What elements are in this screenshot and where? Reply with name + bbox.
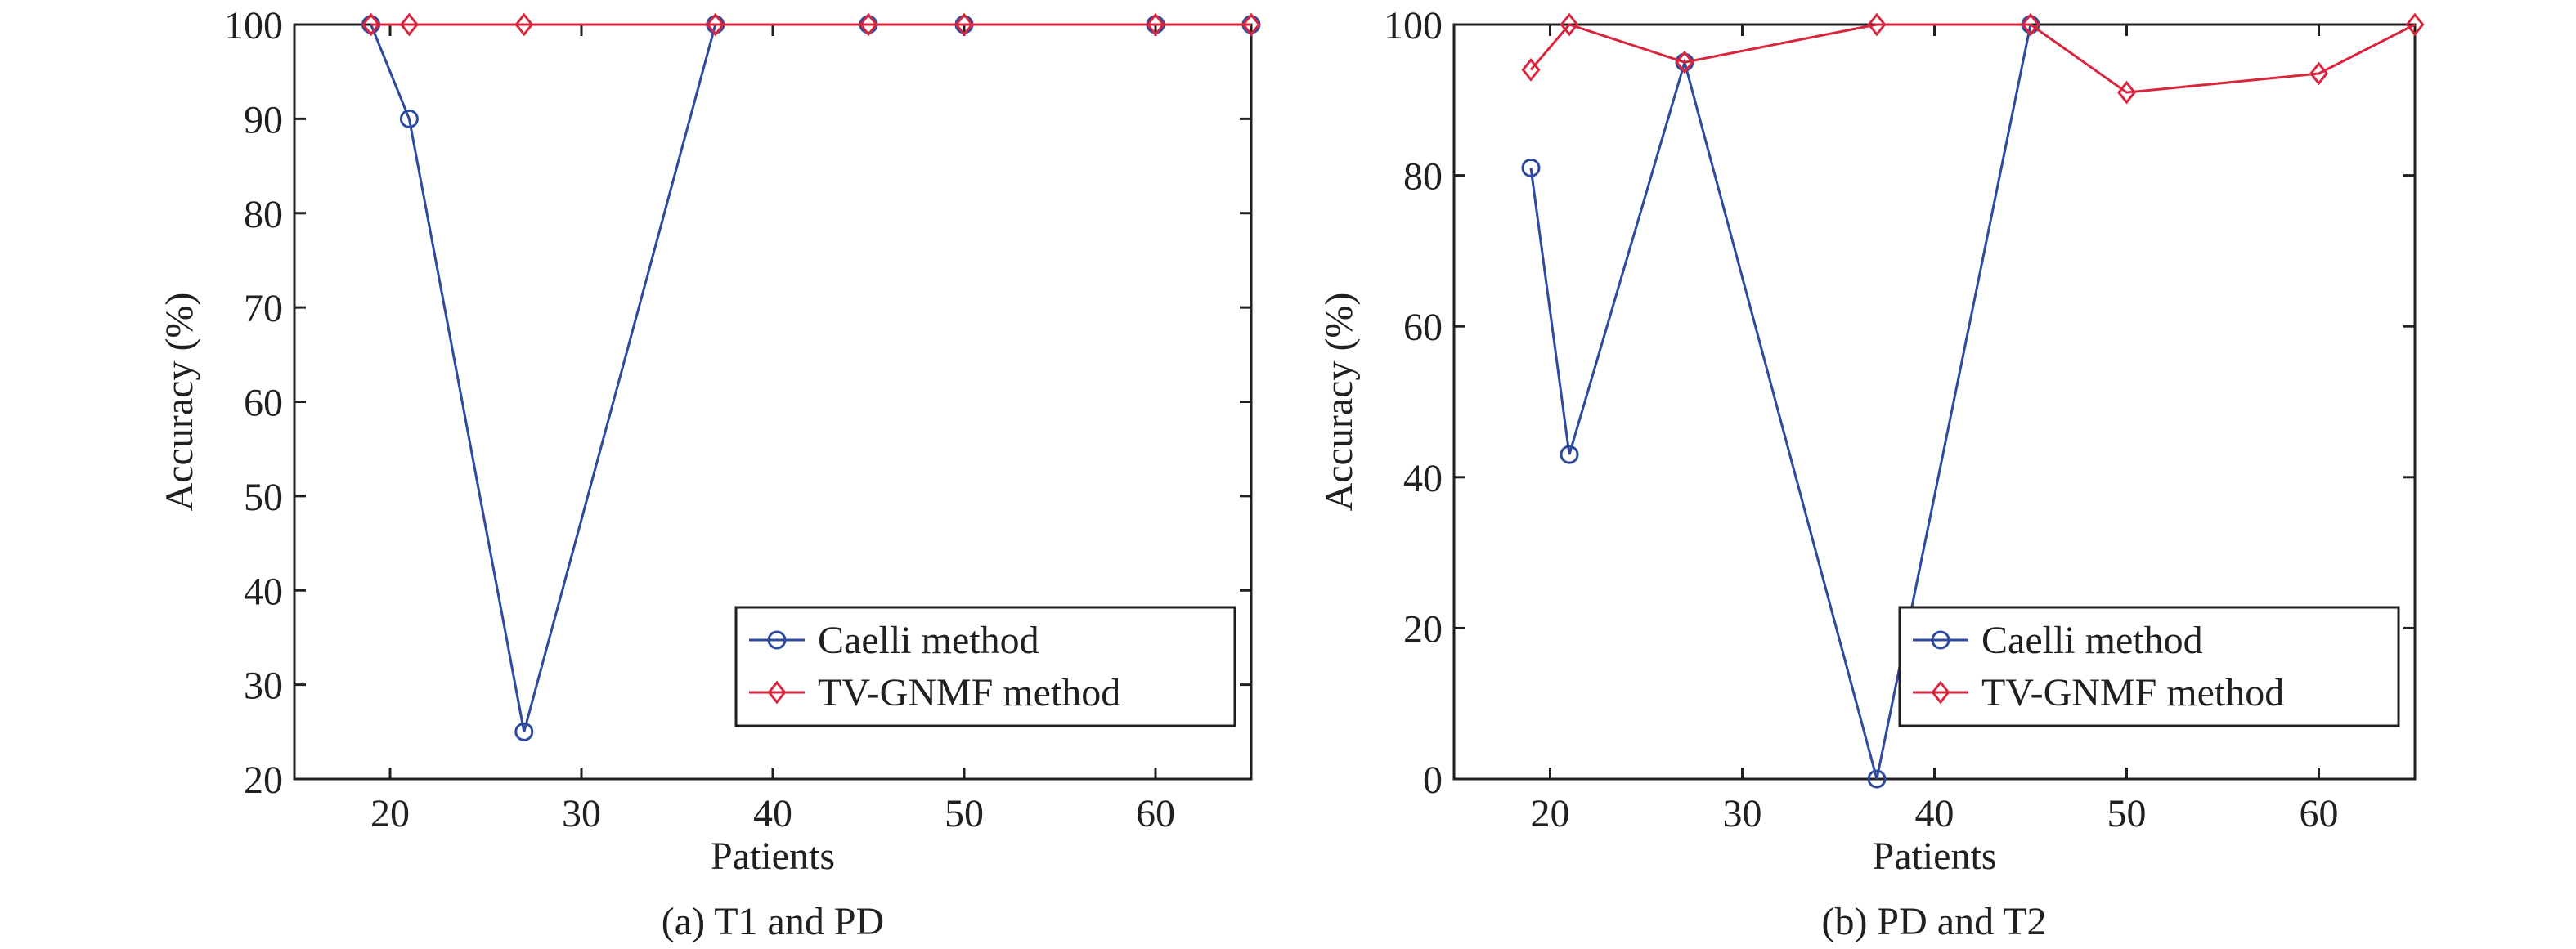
legend: Caelli method TV-GNMF method: [1898, 606, 2400, 727]
tv-gnmf-data-point: [2116, 80, 2137, 105]
y-tick-label: 60: [1403, 306, 1443, 349]
x-axis-label: Patients: [1873, 835, 1997, 878]
tv-gnmf-data-point: [1867, 12, 1887, 37]
caelli-data-point: [514, 722, 534, 741]
caelli-data-point: [1867, 769, 1887, 789]
y-tick-label: 30: [244, 665, 283, 708]
legend-circle-marker: [1931, 630, 1950, 650]
caelli-data-point: [1560, 445, 1579, 464]
legend-entry-label: TV-GNMF method: [1981, 671, 2284, 714]
tv-gnmf-data-point: [1675, 50, 1694, 74]
tv-gnmf-data-point: [1521, 57, 1541, 82]
x-tick-label: 20: [1531, 792, 1570, 835]
legend-diamond-marker: [767, 680, 787, 705]
caelli-data-point: [1521, 158, 1541, 177]
tv-gnmf-data-point: [1146, 12, 1165, 37]
tv-gnmf-data-point: [2021, 12, 2040, 37]
legend-circle-marker: [767, 630, 787, 650]
tv-gnmf-data-point: [954, 12, 974, 37]
y-axis-label: Accuracy (%): [158, 293, 201, 512]
series-line-tv-gnmf: [1529, 23, 2416, 94]
x-tick-label: 50: [945, 792, 984, 835]
y-tick-label: 20: [244, 759, 283, 802]
legend-entry-label: TV-GNMF method: [818, 671, 1120, 714]
x-tick-label: 30: [1723, 792, 1762, 835]
y-tick-label: 90: [244, 98, 283, 141]
legend-box: [1898, 606, 2400, 727]
tv-gnmf-data-point: [399, 12, 419, 37]
panel-caption: (a) T1 and PD: [662, 900, 884, 943]
y-tick-label: 80: [1403, 155, 1443, 199]
y-tick-label: 20: [1403, 607, 1443, 651]
tv-gnmf-data-point: [1241, 12, 1261, 37]
tv-gnmf-data-point: [706, 12, 725, 37]
y-tick-label: 40: [244, 570, 283, 613]
chart-panel-b: 20 30 40 50 60 0 20 40 60 80 100 Patients Accuracy (…: [1317, 4, 2425, 943]
tv-gnmf-data-point: [361, 12, 381, 37]
legend-diamond-marker: [1931, 680, 1950, 705]
y-tick-label: 40: [1403, 457, 1443, 500]
x-tick-label: 50: [2107, 792, 2147, 835]
y-tick-label: 50: [244, 476, 283, 519]
panel-caption: (b) PD and T2: [1821, 900, 2046, 943]
legend: Caelli method TV-GNMF method: [734, 606, 1236, 727]
y-tick-label: 80: [244, 193, 283, 236]
legend-box: [734, 606, 1236, 727]
caelli-data-point: [399, 109, 419, 128]
x-tick-label: 60: [1136, 792, 1175, 835]
x-tick-label: 40: [753, 792, 792, 835]
x-tick-label: 60: [2300, 792, 2339, 835]
y-tick-label: 60: [244, 382, 283, 425]
y-axis-label: Accuracy (%): [1317, 293, 1361, 512]
chart-panel-a: 20 30 40 50 60 20 30 40 50 60 70 80 90 100 Patients Acc…: [158, 4, 1261, 943]
tv-gnmf-data-point: [2309, 61, 2329, 86]
tv-gnmf-data-point: [2405, 12, 2425, 37]
x-tick-label: 40: [1915, 792, 1954, 835]
x-axis-label: Patients: [711, 835, 835, 878]
y-tick-label: 100: [1384, 4, 1443, 47]
tv-gnmf-data-point: [859, 12, 878, 37]
tv-gnmf-data-point: [1560, 12, 1579, 37]
x-tick-label: 30: [562, 792, 601, 835]
y-tick-label: 70: [244, 287, 283, 330]
legend-entry-label: Caelli method: [818, 619, 1039, 662]
y-tick-label: 0: [1423, 759, 1443, 802]
tv-gnmf-data-point: [514, 12, 534, 37]
legend-entry-label: Caelli method: [1981, 619, 2203, 662]
y-tick-label: 100: [224, 4, 283, 47]
x-tick-label: 20: [370, 792, 410, 835]
